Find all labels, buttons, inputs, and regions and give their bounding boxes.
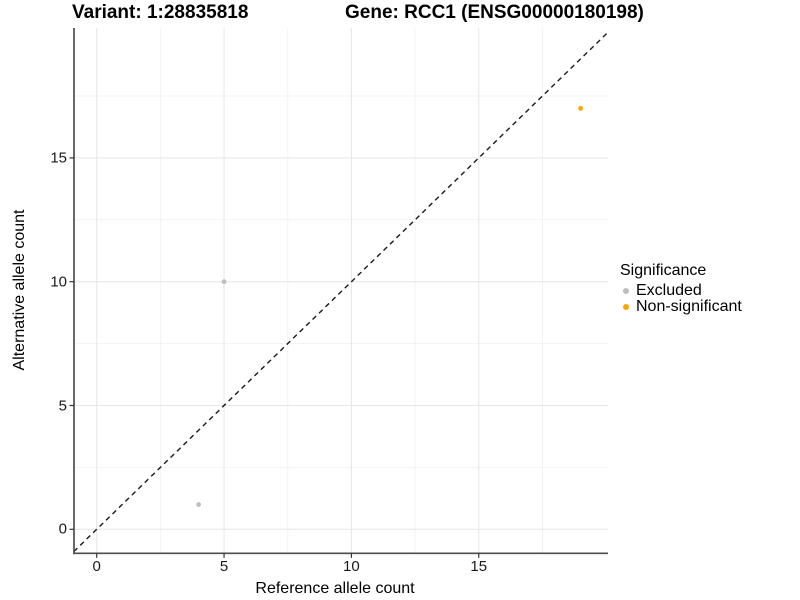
data-point-excluded bbox=[221, 279, 227, 285]
x-axis-label: Reference allele count bbox=[255, 580, 415, 597]
x-tick-label: 10 bbox=[343, 558, 360, 575]
y-tick-label: 15 bbox=[50, 149, 67, 167]
data-point-excluded bbox=[196, 502, 201, 507]
excluded-point-swatch bbox=[623, 288, 629, 294]
y-tick-label: 5 bbox=[58, 397, 67, 414]
legend-item-label: Non-significant bbox=[636, 298, 742, 315]
legend: Significance Excluded Non-significant bbox=[620, 262, 742, 315]
x-tick-label: 5 bbox=[219, 558, 229, 575]
x-tick-label: 15 bbox=[470, 558, 488, 575]
data-point-non-significant bbox=[578, 105, 584, 111]
y-tick-label: 0 bbox=[58, 520, 67, 538]
y-tick-label: 10 bbox=[50, 273, 67, 291]
legend-title: Significance bbox=[620, 262, 707, 279]
legend-item-label: Excluded bbox=[636, 282, 702, 299]
legend-item-non-significant: Non-significant bbox=[620, 298, 742, 315]
identity-dashed-line bbox=[73, 31, 610, 553]
plot-title-variant: Variant: 1:28835818 bbox=[72, 2, 249, 23]
non-significant-point-swatch bbox=[623, 304, 629, 310]
x-tick-label: 0 bbox=[92, 558, 101, 575]
legend-item-excluded: Excluded bbox=[620, 282, 742, 299]
plot-title-gene: Gene: RCC1 (ENSG00000180198) bbox=[345, 2, 644, 23]
y-axis-label: Alternative allele count bbox=[11, 209, 28, 371]
